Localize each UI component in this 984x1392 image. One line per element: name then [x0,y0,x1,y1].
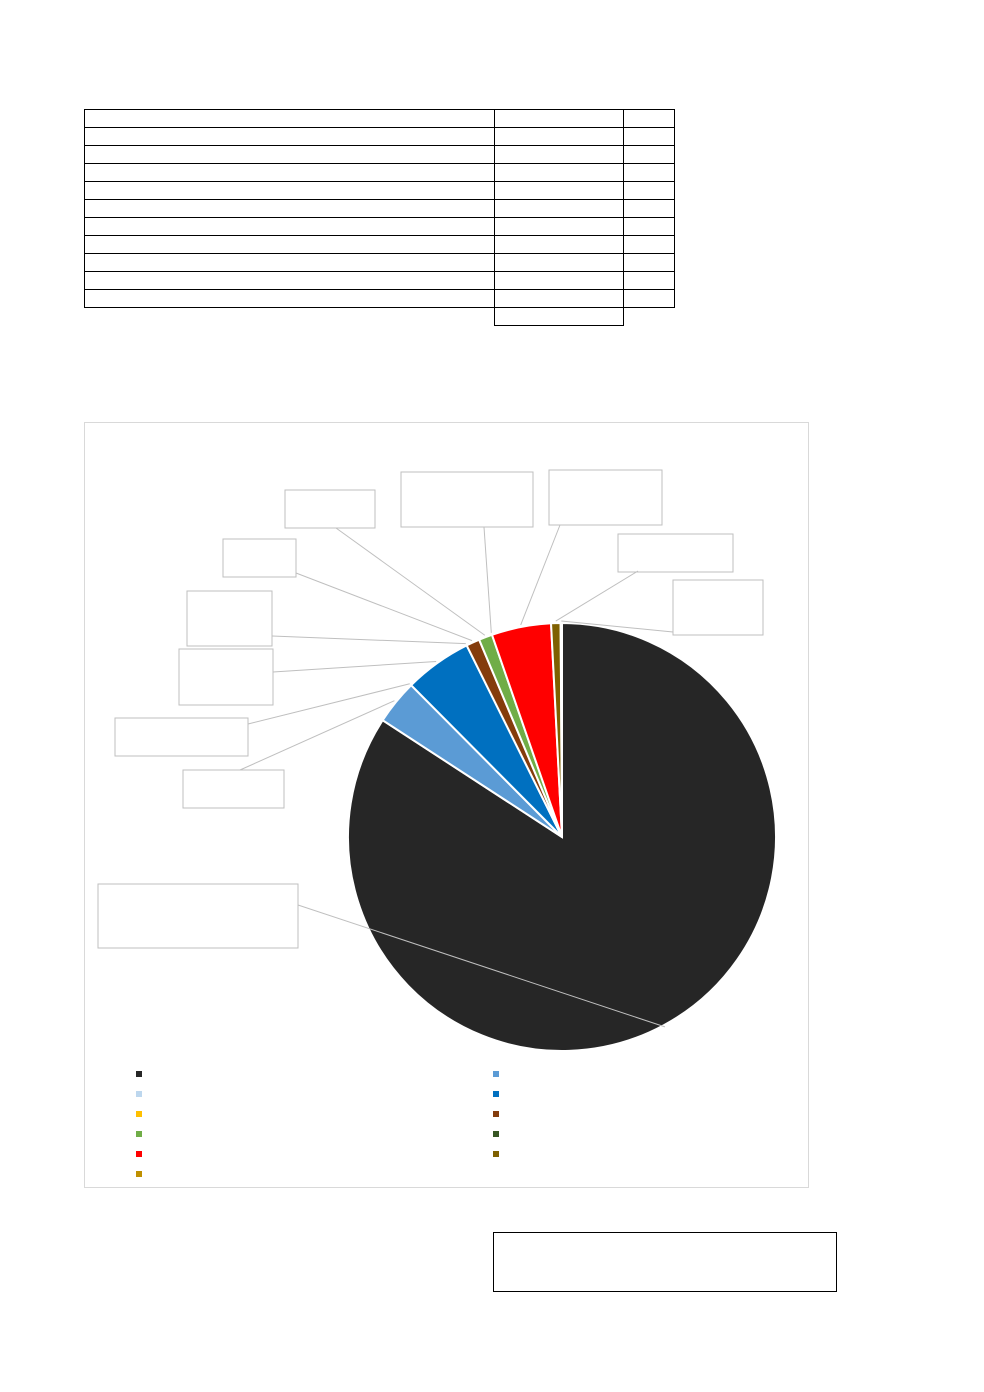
data-label-box [222,538,297,578]
legend-item [136,1066,493,1082]
legend-item [136,1146,493,1162]
data-table [84,109,675,326]
data-label-box [284,489,376,529]
legend-item [493,1086,793,1102]
legend-item [493,1126,793,1142]
legend-item [493,1106,793,1122]
legend-swatch [493,1131,499,1137]
leader-line [271,635,466,645]
leader-line [520,524,561,626]
legend-item [493,1066,793,1082]
leader-line [247,683,410,725]
data-label-box [182,769,285,809]
leader-line [239,700,395,771]
table-row [84,253,675,272]
table-total-row [85,307,675,326]
legend-item [136,1126,493,1142]
leader-line [483,526,492,633]
pie-slice [559,621,563,838]
leader-line [555,570,639,622]
leader-line [297,904,666,1028]
chart-legend [136,1066,816,1182]
legend-swatch [136,1171,142,1177]
legend-swatch [136,1091,142,1097]
data-label-box [178,648,274,706]
leader-line [272,660,437,673]
data-label-box [114,717,249,757]
summary-box [493,1232,837,1292]
legend-swatch [136,1131,142,1137]
table-row [84,289,675,308]
legend-item [136,1086,493,1102]
table-total-cell [494,307,624,326]
leader-line [561,620,674,633]
legend-swatch [493,1111,499,1117]
legend-swatch [493,1151,499,1157]
data-label-box [672,579,764,636]
table-row [84,217,675,236]
data-label-box [400,471,534,528]
data-label-box [97,883,299,949]
table-cell [623,289,675,308]
legend-swatch [136,1111,142,1117]
leader-line [335,527,486,636]
chart-area [84,422,809,1188]
legend-item [493,1146,793,1162]
data-label-box [617,533,734,573]
legend-item [136,1166,493,1182]
legend-swatch [136,1071,142,1077]
legend-item [136,1106,493,1122]
data-label-box [548,469,663,526]
table-row [84,163,675,182]
legend-swatch [136,1151,142,1157]
leader-line [295,572,473,642]
legend-swatch [493,1091,499,1097]
data-label-box [186,590,273,647]
legend-swatch [493,1071,499,1077]
